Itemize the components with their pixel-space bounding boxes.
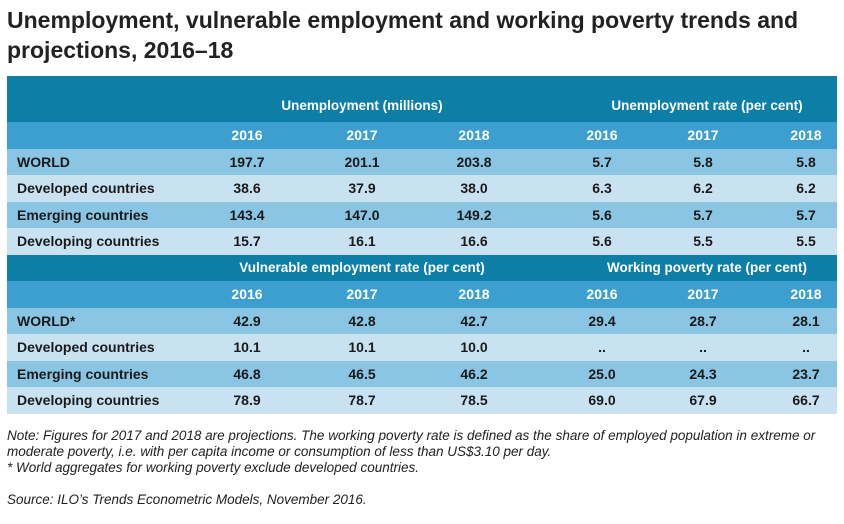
- year-header: 2018: [458, 286, 490, 302]
- table-cell: 24.3: [689, 365, 717, 382]
- table-row: WORLD* 42.9 42.8 42.7 29.4 28.7 28.1: [7, 307, 837, 334]
- table-cell: 15.7: [233, 233, 261, 249]
- table-cell: 16.1: [348, 233, 376, 249]
- table1-group-header: Unemployment (millions) Unemployment rat…: [7, 76, 837, 122]
- table-cell: 6.2: [693, 180, 713, 196]
- table-cell: 42.8: [348, 312, 376, 329]
- table-cell: 10.0: [460, 339, 488, 355]
- table-cell: 6.2: [796, 180, 816, 196]
- table-row: Developed countries 10.1 10.1 10.0 .. ..…: [7, 334, 837, 361]
- table-row: Developing countries 78.9 78.7 78.5 69.0…: [7, 387, 837, 414]
- table-cell: 10.1: [233, 339, 261, 355]
- table-cell: ..: [598, 339, 606, 355]
- year-header: 2017: [687, 286, 719, 302]
- table-cell: 78.5: [460, 392, 488, 408]
- table-cell: 149.2: [456, 206, 492, 223]
- row-label: WORLD*: [17, 312, 76, 329]
- table-row: WORLD 197.7 201.1 203.8 5.7 5.8 5.8: [7, 148, 837, 175]
- table-cell: 197.7: [229, 153, 265, 170]
- table-cell: 78.9: [233, 392, 261, 408]
- table-cell: 67.9: [689, 392, 717, 408]
- table-cell: 23.7: [792, 365, 820, 382]
- table1-group-right: Unemployment rate (per cent): [611, 98, 803, 113]
- table-notes: Note: Figures for 2017 and 2018 are proj…: [7, 428, 837, 508]
- table-cell: 5.7: [693, 206, 713, 223]
- row-label: Emerging countries: [17, 206, 149, 223]
- table-cell: 37.9: [348, 180, 376, 196]
- table-cell: 38.0: [460, 180, 488, 196]
- table2-group-header: Vulnerable employment rate (per cent) Wo…: [7, 254, 837, 281]
- year-header: 2016: [231, 286, 263, 302]
- table-cell: 5.5: [796, 233, 816, 249]
- table-cell: 5.7: [796, 206, 816, 223]
- year-header: 2018: [458, 127, 490, 143]
- table-cell: 5.5: [693, 233, 713, 249]
- row-label: Developed countries: [17, 339, 155, 355]
- table-cell: 38.6: [233, 180, 261, 196]
- table-cell: 16.6: [460, 233, 488, 249]
- page-title: Unemployment, vulnerable employment and …: [7, 7, 799, 63]
- data-table: Unemployment (millions) Unemployment rat…: [7, 76, 837, 414]
- table-cell: 46.8: [233, 365, 261, 382]
- note-text: Note: Figures for 2017 and 2018 are proj…: [7, 428, 816, 459]
- row-label: Developing countries: [17, 233, 160, 249]
- table-row: Developing countries 15.7 16.1 16.6 5.6 …: [7, 228, 837, 255]
- table-cell: ..: [699, 339, 707, 355]
- table-cell: 10.1: [348, 339, 376, 355]
- footnote-text: * World aggregates for working poverty e…: [7, 460, 419, 475]
- table-row: Emerging countries 143.4 147.0 149.2 5.6…: [7, 201, 837, 228]
- table-cell: 66.7: [792, 392, 820, 408]
- table-row: Developed countries 38.6 37.9 38.0 6.3 6…: [7, 175, 837, 202]
- year-header: 2017: [687, 127, 719, 143]
- table-cell: 28.1: [792, 312, 820, 329]
- table2-group-right: Working poverty rate (per cent): [606, 259, 808, 275]
- table-cell: 78.7: [348, 392, 376, 408]
- table-cell: 5.8: [693, 153, 713, 170]
- table1-year-row: 2016 2017 2018 2016 2017 2018: [7, 122, 837, 149]
- source-text: Source: ILO’s Trends Econometric Models,…: [7, 492, 367, 507]
- table-cell: 28.7: [689, 312, 717, 329]
- row-label: Emerging countries: [17, 365, 149, 382]
- table-row: Emerging countries 46.8 46.5 46.2 25.0 2…: [7, 360, 837, 387]
- year-header: 2018: [790, 286, 822, 302]
- year-header: 2016: [586, 127, 618, 143]
- table-cell: 46.2: [460, 365, 488, 382]
- table-cell: 5.7: [592, 153, 612, 170]
- table-cell: 201.1: [344, 153, 380, 170]
- table-cell: 46.5: [348, 365, 376, 382]
- year-header: 2016: [586, 286, 618, 302]
- table-cell: 203.8: [456, 153, 492, 170]
- row-label: Developing countries: [17, 392, 160, 408]
- table1-group-left: Unemployment (millions): [281, 98, 443, 113]
- table2-year-row: 2016 2017 2018 2016 2017 2018: [7, 281, 837, 308]
- row-label: Developed countries: [17, 180, 155, 196]
- year-header: 2018: [790, 127, 822, 143]
- table-cell: 147.0: [344, 206, 380, 223]
- table-cell: 5.8: [796, 153, 816, 170]
- table-cell: ..: [802, 339, 810, 355]
- table-cell: 29.4: [588, 312, 616, 329]
- table2-group-left: Vulnerable employment rate (per cent): [239, 259, 485, 275]
- year-header: 2016: [231, 127, 263, 143]
- year-header: 2017: [346, 286, 378, 302]
- table-cell: 42.7: [460, 312, 488, 329]
- table-cell: 6.3: [592, 180, 612, 196]
- year-header: 2017: [346, 127, 378, 143]
- table-cell: 5.6: [592, 233, 612, 249]
- table-cell: 5.6: [592, 206, 612, 223]
- table-cell: 69.0: [588, 392, 616, 408]
- table-cell: 25.0: [588, 365, 616, 382]
- table-cell: 143.4: [229, 206, 265, 223]
- row-label: WORLD: [17, 153, 70, 170]
- table-cell: 42.9: [233, 312, 261, 329]
